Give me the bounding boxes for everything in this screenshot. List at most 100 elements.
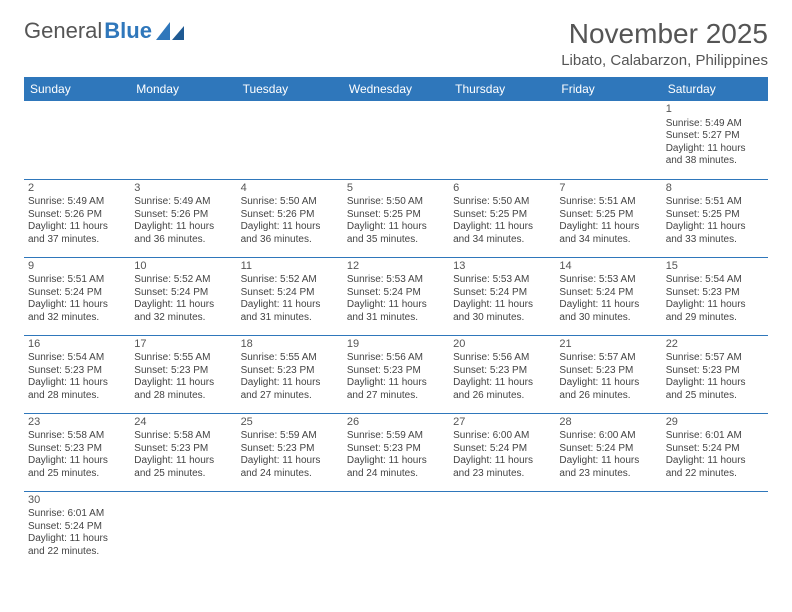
sunrise-text: Sunrise: 5:49 AM xyxy=(28,196,126,209)
daylight-text: Daylight: 11 hours xyxy=(666,377,764,390)
calendar-row: 9Sunrise: 5:51 AMSunset: 5:24 PMDaylight… xyxy=(24,257,768,335)
daylight-text: Daylight: 11 hours xyxy=(28,533,126,546)
sunrise-text: Sunrise: 5:50 AM xyxy=(241,196,339,209)
sunrise-text: Sunrise: 5:54 AM xyxy=(28,352,126,365)
daylight-text: and 34 minutes. xyxy=(453,234,551,247)
sunset-text: Sunset: 5:24 PM xyxy=(347,287,445,300)
calendar-body: 1 Sunrise: 5:49 AM Sunset: 5:27 PM Daylight… xyxy=(24,101,768,569)
day-cell: 28Sunrise: 6:00 AMSunset: 5:24 PMDayligh… xyxy=(555,413,661,491)
sunset-text: Sunset: 5:25 PM xyxy=(347,209,445,222)
day-number: 13 xyxy=(453,260,551,274)
sunrise-text: Sunrise: 5:50 AM xyxy=(453,196,551,209)
sunrise-text: Sunrise: 5:59 AM xyxy=(241,430,339,443)
daylight-text: Daylight: 11 hours xyxy=(666,455,764,468)
sunrise-text: Sunrise: 6:00 AM xyxy=(453,430,551,443)
day-number: 18 xyxy=(241,338,339,352)
daylight-text: Daylight: 11 hours xyxy=(559,455,657,468)
calendar-table: SundayMondayTuesdayWednesdayThursdayFrid… xyxy=(24,77,768,569)
sunrise-text: Sunrise: 6:01 AM xyxy=(28,508,126,521)
location-text: Libato, Calabarzon, Philippines xyxy=(561,52,768,69)
day-number: 7 xyxy=(559,182,657,196)
daylight-text: Daylight: 11 hours xyxy=(241,377,339,390)
daylight-text: Daylight: 11 hours xyxy=(241,221,339,234)
daylight-text: and 30 minutes. xyxy=(453,312,551,325)
daylight-text: and 26 minutes. xyxy=(453,390,551,403)
daylight-text: and 27 minutes. xyxy=(241,390,339,403)
sunset-text: Sunset: 5:24 PM xyxy=(453,287,551,300)
brand-part1: General xyxy=(24,18,102,44)
empty-cell xyxy=(555,491,661,569)
day-number: 24 xyxy=(134,416,232,430)
sunset-text: Sunset: 5:26 PM xyxy=(241,209,339,222)
sunrise-text: Sunrise: 5:55 AM xyxy=(241,352,339,365)
sunset-text: Sunset: 5:23 PM xyxy=(347,365,445,378)
empty-cell xyxy=(555,101,661,179)
day-cell: 18Sunrise: 5:55 AMSunset: 5:23 PMDayligh… xyxy=(237,335,343,413)
calendar-row: 16Sunrise: 5:54 AMSunset: 5:23 PMDayligh… xyxy=(24,335,768,413)
sunrise-text: Sunrise: 5:56 AM xyxy=(347,352,445,365)
sunrise-text: Sunrise: 5:53 AM xyxy=(559,274,657,287)
sunset-text: Sunset: 5:24 PM xyxy=(28,287,126,300)
brand-logo: GeneralBlue xyxy=(24,18,184,44)
sunset-text: Sunset: 5:24 PM xyxy=(453,443,551,456)
empty-cell xyxy=(449,491,555,569)
sunset-text: Sunset: 5:23 PM xyxy=(666,365,764,378)
day-number: 2 xyxy=(28,182,126,196)
day-header: Saturday xyxy=(662,77,768,101)
sunset-text: Sunset: 5:26 PM xyxy=(28,209,126,222)
calendar-head: SundayMondayTuesdayWednesdayThursdayFrid… xyxy=(24,77,768,101)
sunset-text: Sunset: 5:27 PM xyxy=(666,130,764,143)
day-cell: 9Sunrise: 5:51 AMSunset: 5:24 PMDaylight… xyxy=(24,257,130,335)
daylight-text: and 32 minutes. xyxy=(134,312,232,325)
sunset-text: Sunset: 5:23 PM xyxy=(666,287,764,300)
daylight-text: and 22 minutes. xyxy=(666,468,764,481)
day-cell: 24Sunrise: 5:58 AMSunset: 5:23 PMDayligh… xyxy=(130,413,236,491)
day-cell: 30Sunrise: 6:01 AMSunset: 5:24 PMDayligh… xyxy=(24,491,130,569)
day-number: 20 xyxy=(453,338,551,352)
empty-cell xyxy=(662,491,768,569)
sunrise-text: Sunrise: 5:51 AM xyxy=(559,196,657,209)
daylight-text: Daylight: 11 hours xyxy=(559,299,657,312)
daylight-text: and 23 minutes. xyxy=(453,468,551,481)
sunrise-text: Sunrise: 5:52 AM xyxy=(241,274,339,287)
day-number: 5 xyxy=(347,182,445,196)
day-cell: 17Sunrise: 5:55 AMSunset: 5:23 PMDayligh… xyxy=(130,335,236,413)
sunrise-text: Sunrise: 6:00 AM xyxy=(559,430,657,443)
day-cell: 22Sunrise: 5:57 AMSunset: 5:23 PMDayligh… xyxy=(662,335,768,413)
daylight-text: and 36 minutes. xyxy=(134,234,232,247)
day-cell: 19Sunrise: 5:56 AMSunset: 5:23 PMDayligh… xyxy=(343,335,449,413)
day-number: 16 xyxy=(28,338,126,352)
sunrise-text: Sunrise: 5:58 AM xyxy=(28,430,126,443)
daylight-text: Daylight: 11 hours xyxy=(347,377,445,390)
day-number: 1 xyxy=(666,103,764,117)
empty-cell xyxy=(24,101,130,179)
day-header: Friday xyxy=(555,77,661,101)
daylight-text: and 22 minutes. xyxy=(28,546,126,559)
empty-cell xyxy=(237,491,343,569)
daylight-text: and 38 minutes. xyxy=(666,155,764,168)
daylight-text: Daylight: 11 hours xyxy=(666,221,764,234)
daylight-text: and 26 minutes. xyxy=(559,390,657,403)
day-header: Monday xyxy=(130,77,236,101)
daylight-text: and 28 minutes. xyxy=(28,390,126,403)
day-number: 8 xyxy=(666,182,764,196)
daylight-text: Daylight: 11 hours xyxy=(28,221,126,234)
day-cell: 26Sunrise: 5:59 AMSunset: 5:23 PMDayligh… xyxy=(343,413,449,491)
daylight-text: Daylight: 11 hours xyxy=(453,455,551,468)
day-header: Tuesday xyxy=(237,77,343,101)
sunset-text: Sunset: 5:24 PM xyxy=(134,287,232,300)
day-number: 12 xyxy=(347,260,445,274)
daylight-text: and 27 minutes. xyxy=(347,390,445,403)
sunrise-text: Sunrise: 5:56 AM xyxy=(453,352,551,365)
day-header: Thursday xyxy=(449,77,555,101)
daylight-text: Daylight: 11 hours xyxy=(28,455,126,468)
sunset-text: Sunset: 5:23 PM xyxy=(134,443,232,456)
day-number: 15 xyxy=(666,260,764,274)
calendar-row: 2Sunrise: 5:49 AMSunset: 5:26 PMDaylight… xyxy=(24,179,768,257)
day-number: 3 xyxy=(134,182,232,196)
daylight-text: and 28 minutes. xyxy=(134,390,232,403)
day-cell: 21Sunrise: 5:57 AMSunset: 5:23 PMDayligh… xyxy=(555,335,661,413)
sunset-text: Sunset: 5:26 PM xyxy=(134,209,232,222)
daylight-text: and 24 minutes. xyxy=(241,468,339,481)
sunset-text: Sunset: 5:25 PM xyxy=(453,209,551,222)
